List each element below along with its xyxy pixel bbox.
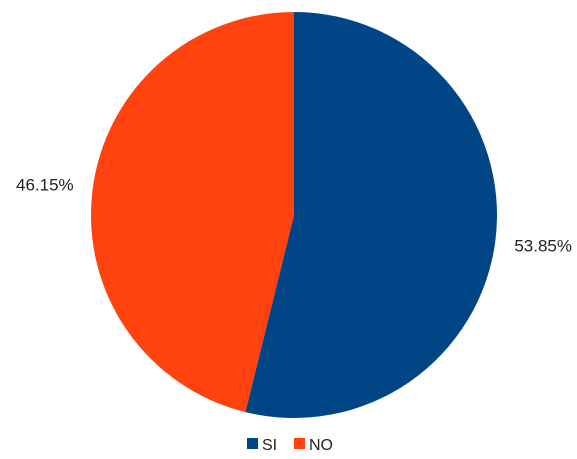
- legend-label-si: SI: [262, 437, 277, 454]
- slice-labels: 53.85% 46.15%: [16, 176, 572, 256]
- pie-slice-si: [245, 12, 497, 418]
- legend: SI NO: [247, 437, 333, 454]
- slice-value-label-si: 53.85%: [514, 236, 572, 255]
- pie-slices: [90, 11, 497, 418]
- legend-label-no: NO: [309, 437, 333, 454]
- slice-value-label-no: 46.15%: [16, 176, 74, 195]
- pie-slice-no: [90, 11, 294, 413]
- legend-swatch-si: [247, 438, 258, 449]
- legend-swatch-no: [294, 438, 305, 449]
